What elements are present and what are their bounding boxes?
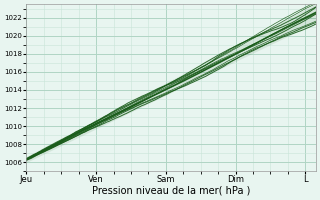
- X-axis label: Pression niveau de la mer( hPa ): Pression niveau de la mer( hPa ): [92, 186, 250, 196]
